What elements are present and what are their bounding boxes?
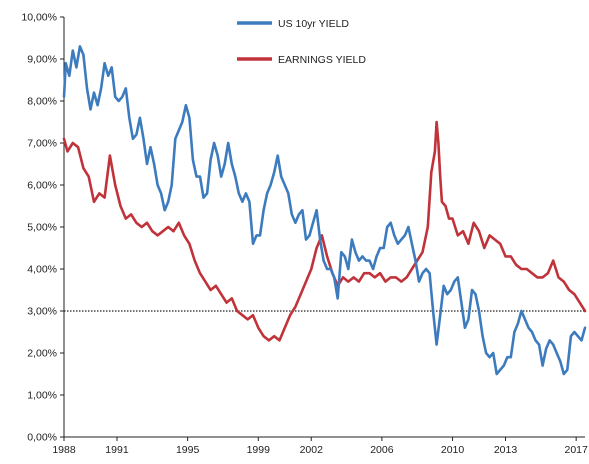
y-tick-label: 1,00%: [27, 390, 57, 402]
y-tick-label: 3,00%: [27, 306, 57, 318]
y-axis-ticks: 0,00% 1,00% 2,00% 3,00% 4,00% 5,00% 6,00% 7,00%…: [21, 12, 64, 444]
y-tick-label: 6,00%: [27, 180, 57, 192]
x-tick-label: 2010: [441, 444, 465, 456]
legend: US 10yr YIELD EARNINGS YIELD: [237, 18, 366, 66]
plot-area: 0,00% 1,00% 2,00% 3,00% 4,00% 5,00% 6,00% 7,00%…: [21, 12, 588, 457]
y-tick-label: 4,00%: [27, 264, 57, 276]
x-tick-label: 1988: [52, 444, 76, 456]
y-tick-label: 8,00%: [27, 96, 57, 108]
y-tick-label: 9,00%: [27, 54, 57, 66]
series-line-earnings-yield: [62, 120, 587, 342]
y-tick-label: 2,00%: [27, 348, 57, 360]
legend-label: US 10yr YIELD: [278, 18, 349, 30]
x-tick-label: 2002: [300, 444, 324, 456]
x-tick-label: 2017: [564, 444, 588, 456]
legend-label: EARNINGS YIELD: [278, 54, 366, 66]
y-tick-label: 5,00%: [27, 222, 57, 234]
x-tick-label: 1995: [176, 444, 200, 456]
x-tick-label: 2006: [370, 444, 394, 456]
series-line-us-10yr-yield: [62, 45, 587, 376]
y-tick-label: 7,00%: [27, 138, 57, 150]
y-tick-label: 0,00%: [27, 432, 57, 444]
x-tick-label: 1991: [105, 444, 129, 456]
x-tick-label: 1999: [247, 444, 271, 456]
x-tick-label: 2013: [494, 444, 518, 456]
series-lines: [62, 45, 587, 376]
y-tick-label: 10,00%: [21, 12, 57, 24]
x-axis-ticks: 1988 1991 1995 1999 2002 2006 2010 2013 2017: [52, 437, 588, 456]
